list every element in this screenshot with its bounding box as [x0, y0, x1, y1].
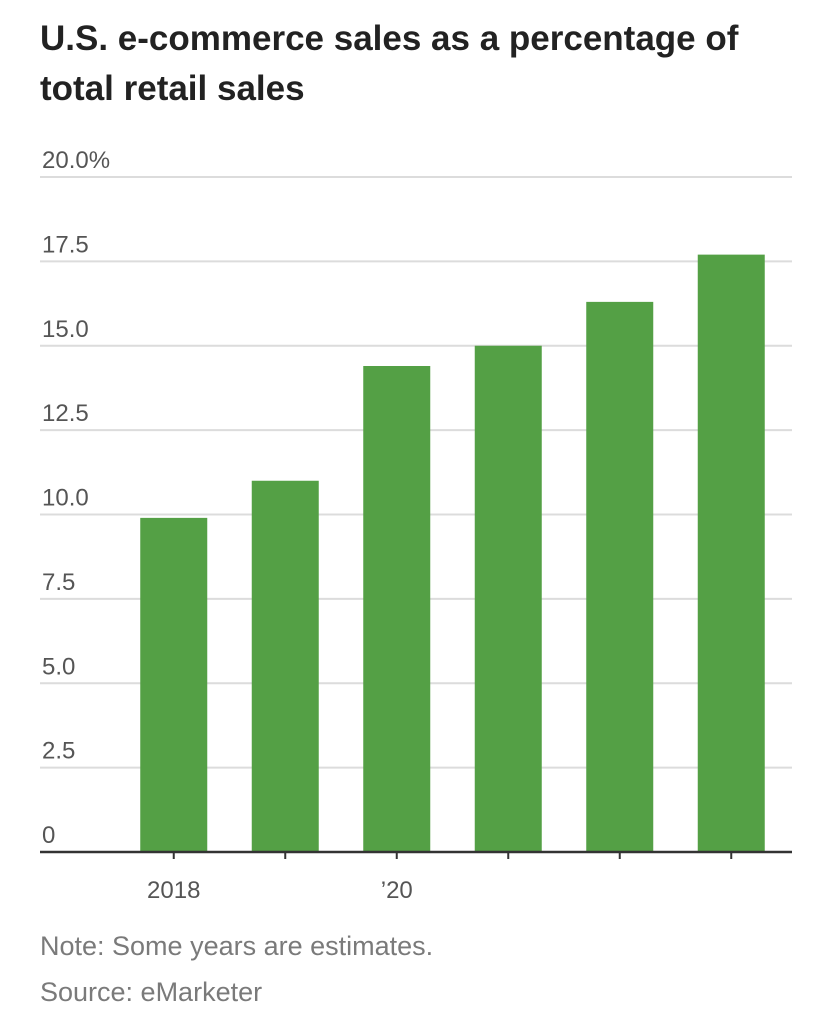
x-axis — [40, 850, 792, 859]
chart-title: U.S. e-commerce sales as a percentage of… — [40, 19, 739, 108]
y-tick-label: 10.0 — [42, 485, 89, 512]
y-tick-label: 2.5 — [42, 738, 75, 765]
x-tick-label: 2018 — [147, 877, 200, 904]
y-tick-label: 20.0% — [42, 147, 110, 174]
y-tick-label: 15.0 — [42, 316, 89, 343]
y-tick-label: 7.5 — [42, 569, 75, 596]
bars — [140, 254, 765, 852]
bar-2020 — [363, 366, 431, 852]
bar-2021 — [474, 345, 542, 852]
y-tick-label: 5.0 — [42, 653, 75, 680]
bar-chart: 0 2.5 5.0 7.5 10.0 12.5 15.0 17.5 20.0% 2018 ’20 — [40, 147, 792, 904]
bar-2022 — [586, 301, 654, 852]
bar-2018 — [140, 517, 208, 852]
bar-2023 — [697, 254, 765, 852]
x-axis-tick-labels: 2018 ’20 — [147, 877, 413, 904]
y-tick-label: 12.5 — [42, 400, 89, 427]
y-tick-label: 0 — [42, 822, 55, 849]
x-tick-label: ’20 — [381, 877, 413, 904]
chart-note: Note: Some years are estimates. — [40, 931, 434, 961]
y-axis-tick-labels: 0 2.5 5.0 7.5 10.0 12.5 15.0 17.5 20.0% — [42, 147, 110, 849]
chart-source: Source: eMarketer — [40, 977, 263, 1007]
y-tick-label: 17.5 — [42, 231, 89, 258]
bar-2019 — [251, 480, 319, 852]
